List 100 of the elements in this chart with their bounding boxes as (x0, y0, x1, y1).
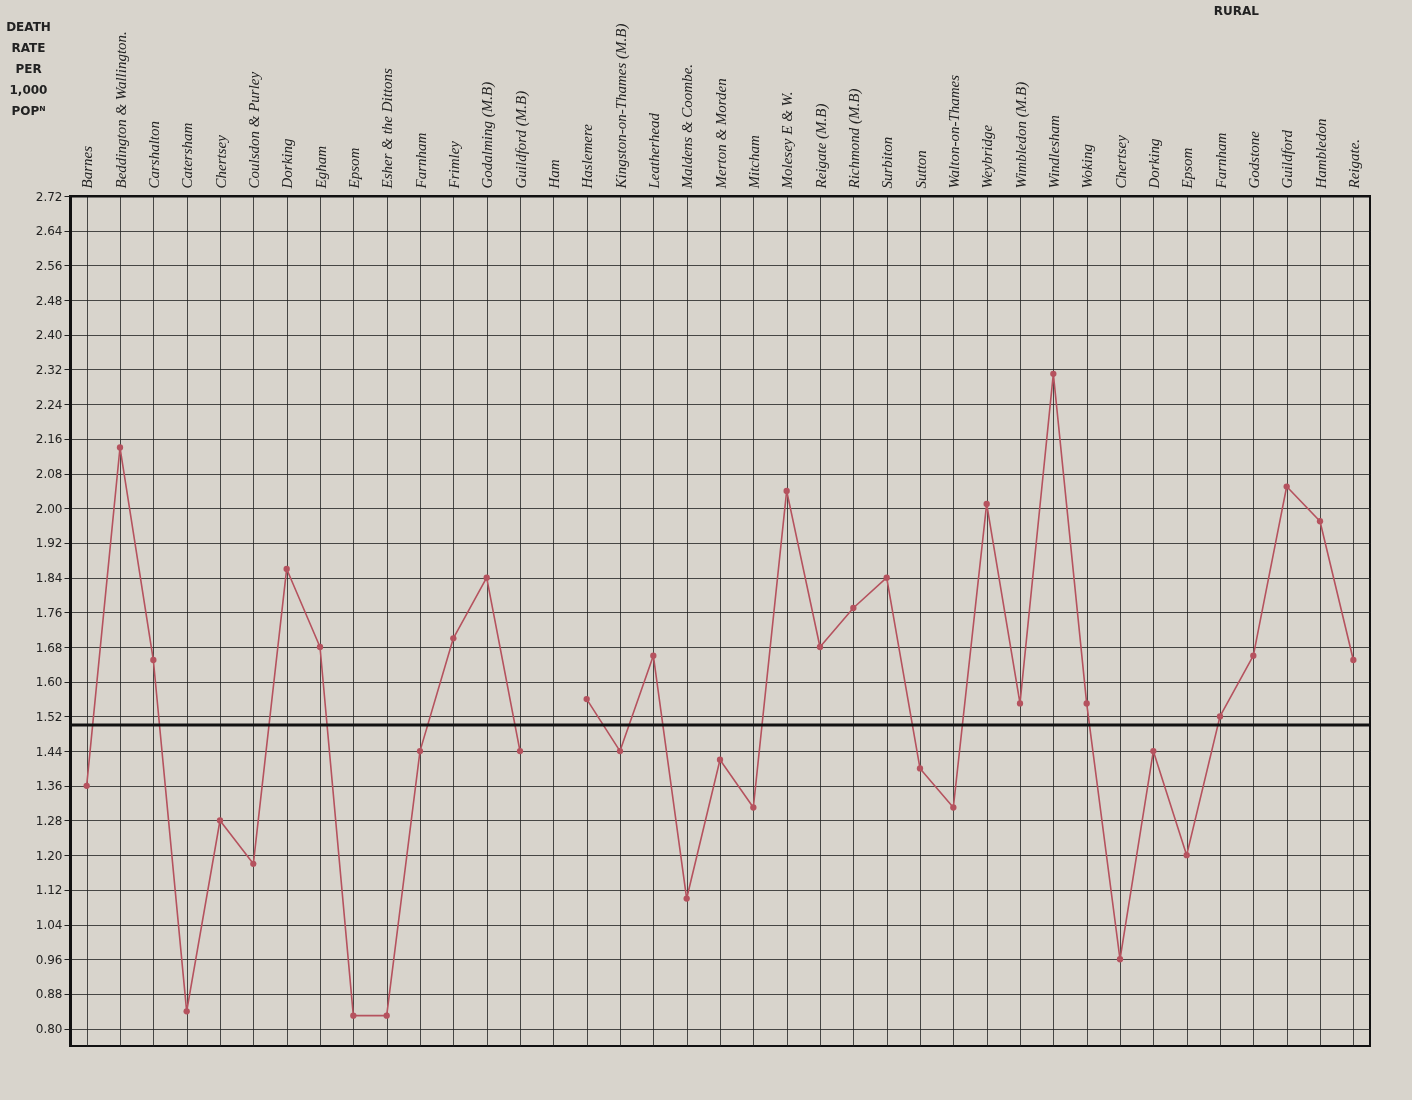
x-tick-label: Sutton (912, 150, 929, 189)
x-tick-label: Weybridge (979, 124, 996, 189)
point (1150, 747, 1157, 755)
point (316, 643, 324, 651)
x-tick-label: Chertsey (1112, 134, 1129, 189)
point (683, 895, 690, 902)
y-tick-label: 1.68 (35, 640, 63, 655)
x-tick-label: Godstone (1245, 130, 1262, 189)
point (1316, 518, 1324, 525)
x-tick-label: Windlesham (1045, 115, 1062, 189)
point (283, 565, 290, 573)
y-tick-label: 2.32 (35, 362, 63, 377)
point (816, 643, 824, 651)
y-tick-label: 2.56 (35, 258, 63, 273)
point (750, 804, 757, 811)
point (1016, 700, 1024, 707)
y-tick-label: 0.96 (35, 952, 63, 967)
y-tick-label: 1.44 (35, 744, 63, 759)
x-tick-label: Reigate. (1345, 138, 1362, 190)
y-tick-label: 1.84 (35, 571, 63, 586)
point (250, 860, 257, 868)
x-tick-label: Farnham (1212, 132, 1229, 190)
point (1183, 852, 1190, 859)
point (883, 574, 890, 581)
x-tick-label: Egham (312, 145, 329, 190)
y-tick-label: 2.24 (35, 397, 63, 412)
x-tick-label: Dorking (279, 138, 296, 190)
point (1083, 700, 1090, 707)
x-tick-label: Frimley (445, 140, 462, 190)
point (150, 656, 157, 664)
y-tick-label: 1.28 (35, 813, 63, 828)
y-tick-label: 0.88 (35, 987, 63, 1002)
x-tick-label: Guildford (M.B) (512, 90, 530, 189)
point (116, 444, 124, 451)
x-tick-label: Haslemere (579, 123, 596, 190)
y-tick-label: 1.76 (35, 605, 63, 620)
x-tick-label: Walton-on-Thames (945, 74, 962, 189)
point (216, 817, 224, 824)
point (450, 635, 457, 642)
point (1250, 652, 1257, 659)
point (583, 695, 590, 703)
x-tick-label: Guildford (1279, 129, 1296, 189)
point (1350, 656, 1357, 664)
point (983, 500, 990, 508)
point (783, 487, 790, 495)
y-tick-label: 1.52 (35, 709, 63, 724)
point (616, 747, 624, 755)
x-tick-label: Reigate (M.B) (812, 103, 830, 190)
x-tick-label: Molesey E & W. (779, 91, 796, 190)
point (350, 1012, 357, 1019)
x-tick-label: Catersham (179, 122, 196, 189)
x-tick-label: Esher & the Dittons (379, 67, 396, 190)
y-tick-label: 1.36 (35, 779, 63, 794)
y-tick-label: 1.60 (35, 675, 63, 690)
x-tick-label: Surbiton (879, 136, 896, 189)
x-tick-label: Kingston-on-Thames (M.B) (612, 23, 630, 190)
x-tick-label: Richmond (M.B) (845, 88, 863, 190)
point (383, 1012, 390, 1019)
y-tick-label: 1.92 (35, 536, 63, 551)
y-tick-label: 2.48 (35, 293, 63, 308)
point (183, 1008, 190, 1015)
point (1116, 956, 1124, 963)
y-tick-label: 1.04 (35, 918, 63, 933)
x-tick-label: Maldens & Coombe. (679, 63, 696, 190)
y-tick-label: 2.40 (35, 328, 63, 343)
x-tick-label: Mitcham (745, 135, 762, 190)
y-tick-label: 2.64 (35, 224, 63, 239)
point (650, 652, 657, 659)
point (483, 574, 490, 581)
x-tick-label: Barnes (79, 145, 96, 189)
point (1216, 713, 1224, 720)
x-tick-label: Wimbledon (M.B) (1012, 81, 1030, 189)
x-tick-label: Farnham (412, 132, 429, 190)
y-tick-label: 1.20 (35, 848, 63, 863)
x-tick-label: Coulsdon & Purley (245, 71, 262, 189)
x-tick-label: Epsom (1179, 147, 1196, 190)
point (83, 782, 90, 789)
x-tick-label: Dorking (1145, 138, 1162, 190)
x-tick-label: Leatherhead (645, 112, 662, 190)
text: RURAL (1213, 4, 1260, 18)
y-tick-label: 0.80 (35, 1022, 63, 1037)
point (916, 765, 924, 772)
point (416, 747, 424, 755)
point (516, 747, 524, 755)
x-tick-label: Beddington & Wallington. (112, 31, 129, 189)
x-tick-label: Carshalton (145, 120, 162, 189)
y-tick-label: 2.16 (35, 432, 63, 447)
x-tick-label: Epsom (345, 147, 362, 190)
x-tick-label: Woking (1079, 143, 1096, 189)
x-tick-label: Chertsey (212, 134, 229, 189)
point (1050, 370, 1057, 377)
x-tick-label: Godalming (M.B) (479, 81, 497, 189)
point (850, 604, 857, 612)
y-tick-label: 2.72 (35, 189, 63, 204)
point (950, 804, 957, 811)
y-tick-label: 2.08 (35, 467, 63, 482)
y-tick-label: 1.12 (35, 883, 63, 898)
point (716, 756, 724, 763)
x-tick-label: Ham (545, 159, 562, 190)
x-tick-label: Hambledon (1312, 118, 1329, 190)
